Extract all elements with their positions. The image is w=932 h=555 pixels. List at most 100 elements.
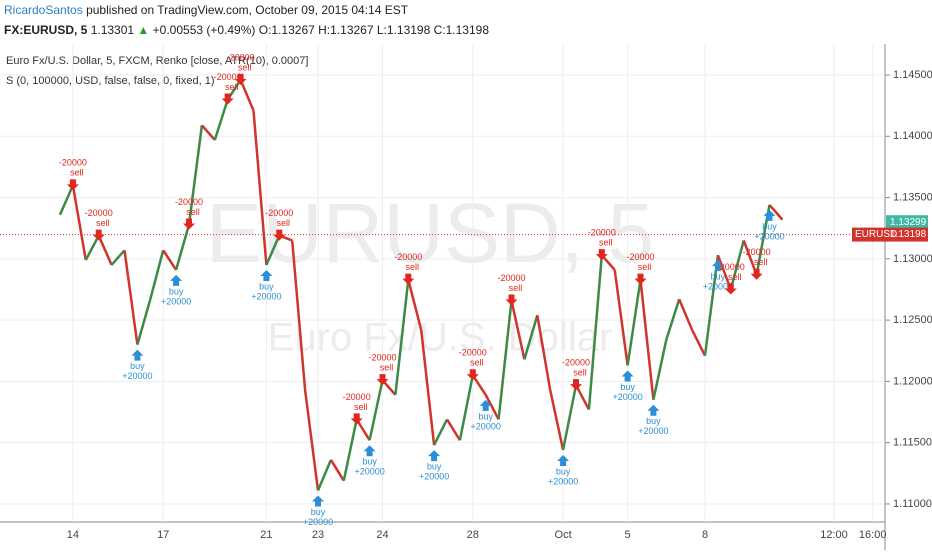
renko-segment	[187, 125, 204, 225]
renko-segment	[729, 240, 745, 290]
signal-side: sell	[186, 207, 200, 217]
quote-line: FX:EURUSD, 5 1.13301 ▲ +0.00553 (+0.49%)…	[4, 20, 932, 40]
renko-segment	[162, 249, 178, 271]
high: H:1.13267	[318, 23, 374, 37]
signal-side: buy	[311, 507, 326, 517]
signal-side: sell	[573, 367, 587, 377]
sell-arrow	[505, 294, 518, 306]
renko-segment	[84, 234, 100, 261]
renko-segment	[239, 79, 255, 112]
signal-amount: +20000	[471, 421, 501, 431]
sell-arrow	[350, 413, 363, 425]
x-tick-label: 17	[157, 529, 169, 541]
renko-segment	[394, 279, 410, 396]
signal-amount: -20000	[368, 353, 396, 363]
open: O:1.13267	[258, 23, 315, 37]
signal-side: sell	[406, 262, 420, 272]
watermark-sub: Euro Fx/U.S. Dollar	[268, 316, 613, 360]
sell-arrow	[234, 73, 247, 85]
y-tick-label: 1.11500	[893, 437, 932, 449]
renko-segment	[200, 124, 216, 141]
renko-segment	[290, 240, 307, 391]
last-price-box	[886, 215, 928, 230]
signal-side: sell	[638, 262, 652, 272]
renko-segment	[768, 204, 784, 221]
signal-amount: +20000	[548, 476, 578, 486]
buy-arrow	[621, 370, 634, 382]
signal-amount: +20000	[122, 371, 152, 381]
low: L:1.13198	[376, 23, 431, 37]
sell-arrow	[402, 273, 415, 285]
renko-segment	[523, 314, 539, 360]
signal-amount: +20000	[612, 392, 642, 402]
chart: EURUSD, 5 Euro Fx/U.S. Dollar Euro Fx/U.…	[0, 44, 932, 550]
y-tick-label: 1.12000	[893, 375, 932, 387]
signal-side: buy	[259, 281, 274, 291]
buy-arrow	[428, 450, 441, 462]
renko-segment	[561, 384, 578, 451]
x-tick-label: 5	[625, 529, 631, 541]
symbol: FX:EURUSD, 5	[4, 23, 88, 37]
close-box	[852, 227, 928, 242]
x-tick-label: 24	[376, 529, 388, 541]
publish-line: RicardoSantos published on TradingView.c…	[4, 0, 932, 20]
buy-arrow	[260, 269, 273, 281]
x-tick-label: 14	[67, 529, 79, 541]
buy-arrow	[557, 455, 570, 467]
signal-amount: -20000	[497, 273, 525, 283]
signal-side: sell	[70, 168, 84, 178]
sell-arrow	[595, 249, 608, 261]
buy-arrow	[131, 349, 144, 361]
signal-amount: +20000	[161, 296, 191, 306]
x-tick-label: Oct	[555, 529, 572, 541]
renko-segment	[316, 459, 333, 491]
renko-segment	[536, 315, 552, 391]
signal-side: sell	[470, 358, 484, 368]
renko-segment	[497, 300, 513, 420]
sell-arrow	[221, 93, 234, 105]
renko-segment	[368, 379, 384, 441]
y-tick-label: 1.14000	[893, 130, 932, 142]
signal-amount: +20000	[638, 426, 668, 436]
x-tick-label: 23	[312, 529, 324, 541]
header: RicardoSantos published on TradingView.c…	[0, 0, 932, 44]
signal-amount: -20000	[175, 197, 203, 207]
renko-segment	[690, 329, 707, 357]
sell-arrow	[183, 218, 195, 230]
sell-arrow	[570, 379, 582, 391]
renko-segment	[110, 249, 126, 266]
signal-side: buy	[646, 416, 661, 426]
signal-side: buy	[762, 221, 777, 231]
buy-arrow	[711, 260, 724, 272]
renko-segment	[587, 255, 604, 410]
arrow: ▲	[137, 23, 150, 37]
signal-side: buy	[169, 286, 184, 296]
signal-amount: +20000	[303, 517, 333, 527]
signal-amount: +20000	[754, 231, 784, 241]
renko-segment	[303, 389, 320, 491]
legend-study: S (0, 100000, USD, false, false, 0, fixe…	[6, 75, 215, 87]
signal-amount: +20000	[419, 471, 449, 481]
buy-arrow	[363, 445, 376, 457]
x-tick-label: 21	[260, 529, 272, 541]
signal-amount: -20000	[227, 52, 255, 62]
close-price-label: 1.13198	[890, 229, 927, 240]
signal-amount: -20000	[626, 252, 654, 262]
renko-segment	[548, 389, 565, 451]
last-price-label: 1.13299	[890, 217, 927, 228]
close: C:1.13198	[433, 23, 489, 37]
renko-segment	[703, 255, 720, 356]
y-tick-label: 1.14500	[893, 69, 932, 81]
signal-side: sell	[509, 283, 523, 293]
signal-amount: -20000	[85, 208, 113, 218]
renko-segment	[329, 459, 345, 482]
signal-amount: -20000	[588, 228, 616, 238]
author[interactable]: RicardoSantos	[4, 3, 83, 17]
signal-amount: -20000	[743, 247, 771, 257]
signal-side: sell	[96, 218, 110, 228]
x-tick-label: 12:00	[820, 529, 848, 541]
buy-arrow	[312, 495, 324, 507]
signal-amount: -20000	[59, 158, 87, 168]
renko-segment	[252, 110, 268, 266]
change: +0.00553 (+0.49%)	[152, 23, 256, 37]
